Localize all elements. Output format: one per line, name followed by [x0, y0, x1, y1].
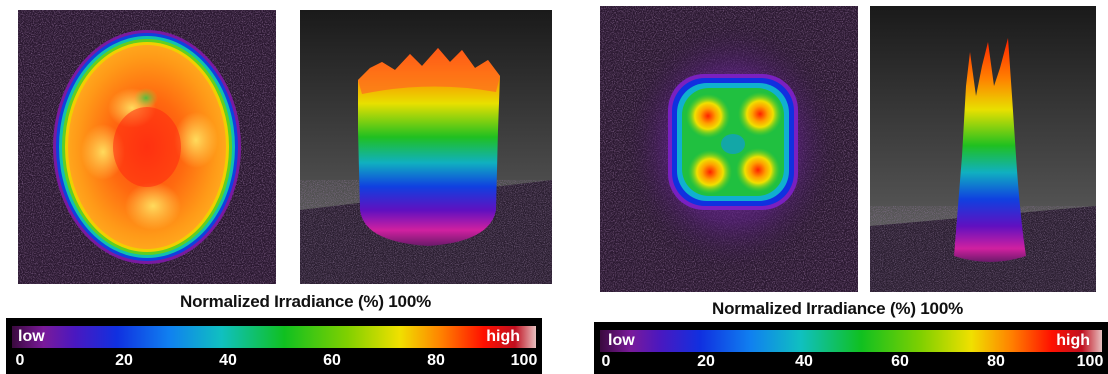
right-colorbar-tick: 100	[1076, 353, 1104, 370]
right-colorbar-low-label: low	[608, 332, 635, 349]
left-colorbar-tick: 60	[323, 352, 341, 369]
left-colorbar-tick: 20	[115, 352, 133, 369]
left-colorbar-title: Normalized Irradiance (%) 100%	[180, 292, 431, 311]
flat-top-beam-profile-2d	[18, 10, 276, 284]
left-colorbar-tick: 0	[15, 352, 25, 369]
left-colorbar: low high 0 20 40 60 80 100	[6, 318, 542, 374]
right-colorbar-high-label: high	[1056, 332, 1090, 349]
four-lobe-beam-profile-2d	[600, 6, 858, 292]
right-colorbar-tick: 0	[601, 353, 611, 370]
right-colorbar-tick: 60	[891, 353, 909, 370]
flat-top-beam-profile-3d	[300, 10, 552, 284]
left-colorbar-high-label: high	[486, 328, 520, 345]
right-colorbar-title: Normalized Irradiance (%) 100%	[712, 299, 963, 318]
left-colorbar-tick: 80	[427, 352, 445, 369]
right-colorbar-gradient	[600, 330, 1102, 352]
right-colorbar-tick: 20	[697, 353, 715, 370]
four-lobe-beam-profile-3d	[870, 6, 1096, 292]
left-colorbar-tick: 40	[219, 352, 237, 369]
left-colorbar-tick: 100	[510, 352, 538, 369]
right-colorbar-tick: 40	[795, 353, 813, 370]
left-colorbar-gradient	[12, 326, 536, 348]
right-colorbar-tick: 80	[987, 353, 1005, 370]
right-colorbar: low high 0 20 40 60 80 100	[594, 322, 1108, 374]
left-colorbar-low-label: low	[18, 328, 45, 345]
